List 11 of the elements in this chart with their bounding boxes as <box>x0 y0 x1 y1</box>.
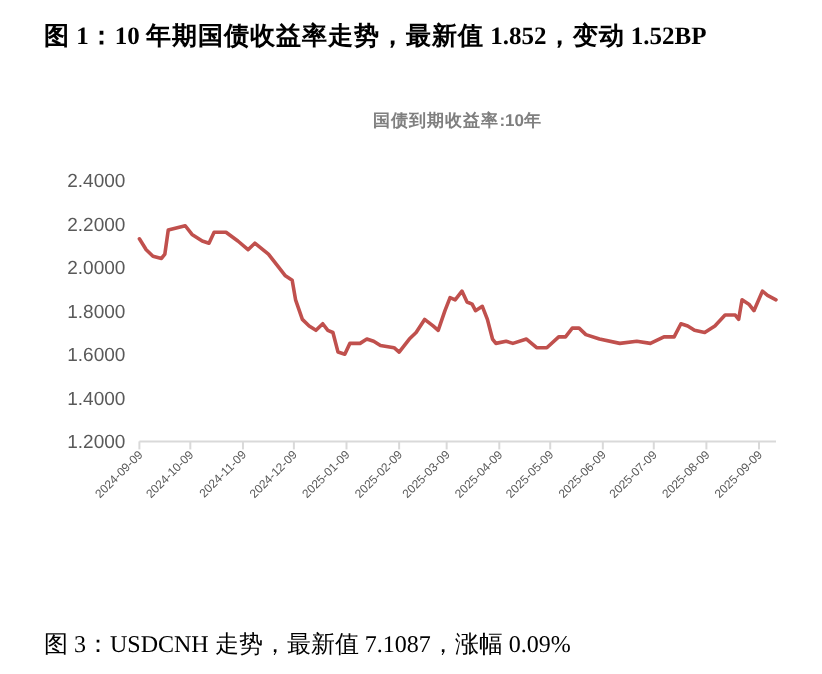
y-tick-label: 2.2000 <box>67 214 126 237</box>
y-tick-label: 1.4000 <box>67 388 126 411</box>
line-series <box>137 223 778 357</box>
y-tick-label: 2.0000 <box>67 258 126 281</box>
chart-subtitle: 国债到期收益率:10年 <box>373 110 542 130</box>
y-tick-label: 2.4000 <box>67 171 126 193</box>
y-tick-label: 1.6000 <box>67 345 126 368</box>
caption: 图 3：USDCNH 走势，最新值 7.1087，涨幅 0.09% <box>44 630 571 658</box>
y-tick-label: 1.2000 <box>67 432 126 455</box>
y-tick-label: 1.8000 <box>67 301 126 324</box>
chart-title: 图 1：10 年期国债收益率走势，最新值 1.852，变动 1.52BP <box>44 20 708 50</box>
